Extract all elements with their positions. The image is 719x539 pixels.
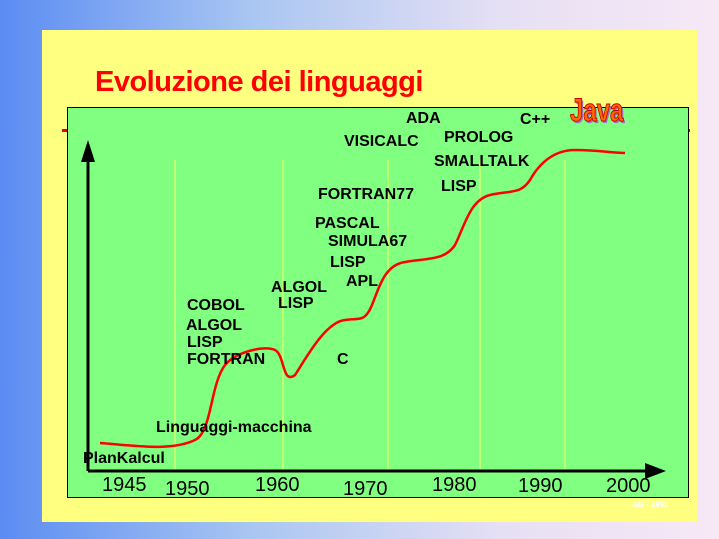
label: PASCAL — [315, 215, 380, 232]
label: PROLOG — [444, 129, 514, 146]
x-arrow-icon — [645, 463, 666, 479]
label: APL — [346, 273, 378, 290]
year-label: 1980 — [432, 474, 477, 496]
label: ADA — [406, 110, 441, 127]
year-label: 1950 — [165, 478, 210, 500]
year-label: 1960 — [255, 474, 300, 496]
label: LISP — [187, 334, 223, 351]
label: VISICALC — [344, 133, 419, 150]
label: LISP — [330, 254, 366, 271]
year-label: 2000 — [606, 475, 651, 497]
label: FORTRAN77 — [318, 186, 415, 203]
label: FORTRAN — [187, 351, 266, 368]
year-label: 1970 — [343, 478, 388, 500]
java-logo: Java — [570, 92, 624, 129]
label: C — [337, 351, 349, 368]
slide-title: Evoluzione dei linguaggi — [95, 66, 423, 98]
year-label: 1990 — [518, 475, 563, 497]
year-label: 1945 — [102, 474, 147, 496]
footer-text: AB - 1995 — [632, 500, 669, 509]
label: ALGOL — [186, 317, 242, 334]
y-arrow-icon — [81, 140, 95, 162]
label: C++ — [520, 111, 551, 128]
label: LISP — [278, 295, 314, 312]
label: PlanKalcul — [83, 450, 165, 467]
label: ALGOL — [271, 279, 327, 296]
label: LISP — [441, 178, 477, 195]
label: SIMULA67 — [328, 233, 408, 250]
label: COBOL — [187, 297, 245, 314]
evolution-curve — [99, 148, 626, 449]
label: SMALLTALK — [434, 153, 530, 170]
timeline-area — [67, 107, 689, 498]
label: Linguaggi-macchina — [156, 419, 312, 436]
divider-line — [62, 129, 68, 132]
